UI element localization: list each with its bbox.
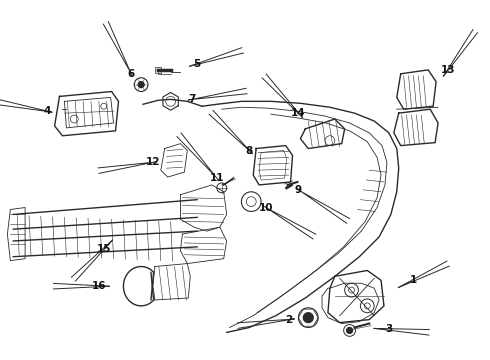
Text: 15: 15 <box>97 244 111 254</box>
Circle shape <box>303 313 313 323</box>
Text: 14: 14 <box>291 108 306 118</box>
Text: 5: 5 <box>194 59 201 69</box>
Text: 6: 6 <box>128 69 135 79</box>
Text: 11: 11 <box>210 173 224 183</box>
Text: 10: 10 <box>259 203 273 212</box>
Text: 3: 3 <box>385 324 392 334</box>
Text: 4: 4 <box>43 106 50 116</box>
Text: 16: 16 <box>92 281 106 291</box>
Text: 9: 9 <box>295 185 302 195</box>
Bar <box>155 67 161 73</box>
Text: 8: 8 <box>245 145 253 156</box>
Text: 1: 1 <box>410 275 417 285</box>
Text: 2: 2 <box>285 315 292 325</box>
Text: 7: 7 <box>189 94 196 104</box>
Circle shape <box>346 328 352 333</box>
Text: 13: 13 <box>441 65 455 75</box>
Circle shape <box>138 82 144 87</box>
Text: 12: 12 <box>146 157 160 167</box>
